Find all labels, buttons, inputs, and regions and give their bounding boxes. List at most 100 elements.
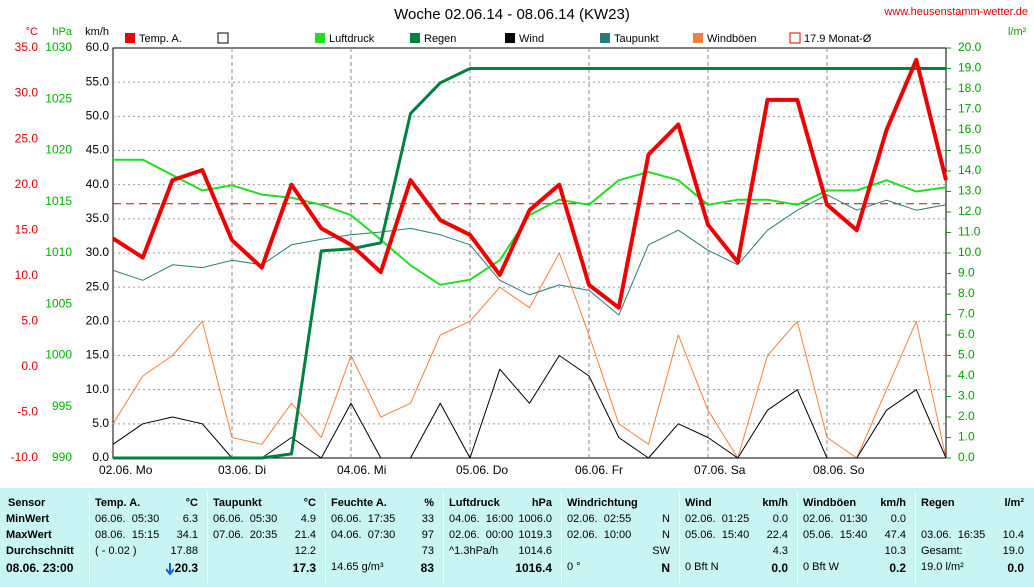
cell-note: 0 Bft N [685, 561, 719, 573]
series-line [112, 252, 947, 459]
legend-label: Windböen [707, 33, 757, 45]
legend-swatch [125, 33, 135, 43]
cell-note: 07.06. 20:35 [213, 529, 278, 541]
cell-value: 97 [421, 529, 434, 541]
y-tick-label: 16.0 [958, 122, 982, 136]
cell-value: 10.3 [884, 545, 906, 557]
y-tick-label: 5.0 [92, 416, 109, 430]
chart: Woche 02.06.14 - 08.06.14 (KW23) www.heu… [11, 6, 1028, 477]
y-tick-label: 15.0 [958, 143, 982, 157]
legend-swatch [693, 33, 703, 43]
series-line [112, 194, 947, 316]
cell-value: 34.1 [176, 529, 198, 541]
y-tick-label: 0.0 [21, 359, 38, 373]
series-line [111, 57, 948, 310]
y-tick-label: 990 [52, 450, 72, 464]
legend-swatch [789, 32, 801, 44]
cell-note: 05.06. 15:40 [685, 529, 750, 541]
chart-title: Woche 02.06.14 - 08.06.14 (KW23) [394, 6, 630, 23]
y-tick-label: 6.0 [958, 327, 975, 341]
y-tick-label: 19.0 [958, 61, 982, 75]
cell-value: 83 [420, 561, 434, 575]
axis-unit: hPa [52, 26, 72, 38]
row-label: MaxWert [6, 529, 52, 541]
header-unit: hPa [531, 497, 552, 509]
header: Windböen [803, 497, 857, 509]
y-tick-label: 20.0 [15, 177, 39, 191]
cell-value: 19.0 [1002, 545, 1024, 557]
y-tick-label: 1025 [45, 91, 72, 105]
source: www.heusenstamm-wetter.de [883, 6, 1028, 18]
header: Regen [921, 497, 955, 509]
y-tick-label: 995 [52, 399, 72, 413]
y-tick-label: 10.0 [15, 268, 39, 282]
header: Wind [685, 497, 712, 509]
y-tick-label: 35.0 [86, 211, 110, 225]
cell-value: 20.3 [174, 561, 198, 575]
col-sep [679, 492, 680, 584]
cell-note: 04.06. 16:00 [449, 513, 514, 525]
col-sep [325, 492, 326, 584]
y-tick-label: 20.0 [958, 40, 982, 54]
cell-note: 06.06. 17:35 [331, 513, 396, 525]
cell-value: 4.3 [772, 545, 788, 557]
cell-value: 21.4 [294, 529, 316, 541]
cell-value: 6.3 [182, 513, 198, 525]
y-tick-label: 1010 [45, 245, 72, 259]
axis-unit: l/m² [1008, 26, 1027, 38]
header-unit: l/m² [1004, 497, 1024, 509]
row-label: 08.06. 23:00 [6, 561, 74, 575]
x-tick-label: 07.06. Sa [694, 463, 746, 477]
y-tick-label: 15.0 [86, 348, 110, 362]
legend-empty-box [217, 32, 229, 44]
cell-note: Gesamt: [921, 545, 963, 557]
cell-note: 02.06. 10:00 [567, 529, 632, 541]
y-tick-label: 11.0 [958, 225, 981, 239]
legend-label: Taupunkt [614, 33, 659, 45]
y-tick-label: 0.0 [92, 450, 109, 464]
cell-note: 02.06. 00:00 [449, 529, 514, 541]
col-sep [915, 492, 916, 584]
cell-note: 06.06. 05:30 [213, 513, 278, 525]
cell-note: 05.06. 15:40 [803, 529, 868, 541]
y-tick-label: 5.0 [21, 314, 38, 328]
cell-note: 02.06. 01:25 [685, 513, 750, 525]
cell-value: 10.4 [1002, 529, 1024, 541]
header: Temp. A. [95, 497, 141, 509]
cell-note: 02.06. 01:30 [803, 513, 868, 525]
trend-arrow [166, 563, 174, 575]
cell-value: 22.4 [766, 529, 788, 541]
cell-value: 0.0 [772, 513, 788, 525]
legend-swatch [505, 33, 515, 43]
cell-value: 0.0 [1007, 561, 1024, 575]
y-tick-label: 7.0 [958, 307, 975, 321]
x-tick-label: 08.06. So [813, 463, 865, 477]
cell-value: 1016.4 [515, 561, 552, 575]
cell-note: 08.06. 15:15 [95, 529, 160, 541]
legend-swatch [410, 33, 420, 43]
cell-note: 19.0 l/m² [921, 561, 964, 573]
y-tick-label: 3.0 [958, 389, 975, 403]
y-tick-label: 2.0 [958, 409, 975, 423]
cell-value: 0.0 [771, 561, 788, 575]
y-tick-label: 10.0 [958, 245, 982, 259]
y-tick-label: 40.0 [86, 177, 110, 191]
y-tick-label: 25.0 [86, 279, 110, 293]
y-tick-label: 20.0 [86, 314, 110, 328]
header-unit: °C [303, 497, 316, 509]
cell-note: 0 ° [567, 561, 581, 573]
y-tick-label: 30.0 [15, 86, 39, 100]
y-tick-label: 25.0 [15, 131, 39, 145]
y-tick-label: 8.0 [958, 286, 975, 300]
y-tick-label: 1030 [45, 40, 72, 54]
header-unit: km/h [762, 497, 788, 509]
cell-value: 4.9 [300, 513, 316, 525]
y-tick-label: 1.0 [958, 430, 975, 444]
header-unit: km/h [880, 497, 906, 509]
header: Sensor [8, 497, 46, 509]
x-tick-label: 04.06. Mi [337, 463, 386, 477]
legend-label: Wind [519, 33, 544, 45]
series-line [113, 158, 947, 286]
series-line [113, 67, 946, 460]
